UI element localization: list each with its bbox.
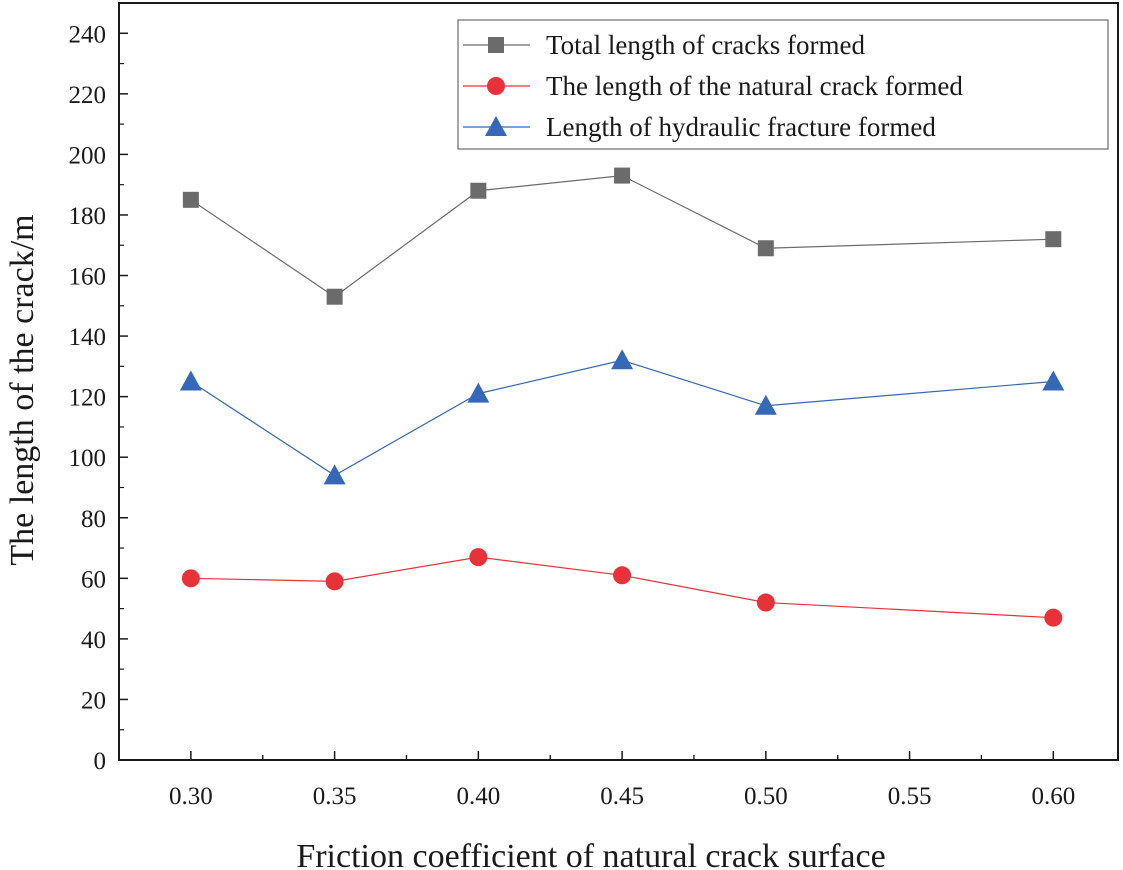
y-tick-label-7: 140 [69, 324, 107, 351]
data-point-2-2 [467, 382, 490, 403]
data-point-0-2 [470, 182, 487, 199]
x-tick-label-4: 0.50 [744, 783, 788, 810]
axis-ticks: 0 20 40 60 80 100 120 140 160 180 200 220 240 0.30 0.3… [69, 21, 1076, 810]
data-series [179, 167, 1065, 627]
legend: Total length of cracks formed The length… [457, 19, 1109, 150]
data-point-0-1 [326, 288, 343, 305]
y-tick-label-5: 100 [69, 445, 107, 472]
legend-label-total: Total length of cracks formed [546, 30, 865, 60]
data-point-1-1 [325, 572, 344, 591]
series-0 [182, 167, 1062, 305]
data-point-2-5 [1042, 370, 1065, 391]
data-point-0-4 [757, 240, 774, 257]
data-point-1-4 [756, 593, 775, 612]
plot-frame [118, 2, 1119, 761]
legend-marker-natural [487, 77, 505, 95]
series-line-0 [190, 174, 1054, 298]
x-axis-title: Friction coefficient of natural crack su… [296, 838, 885, 870]
y-tick-label-8: 160 [69, 264, 107, 291]
y-tick-label-12: 240 [69, 21, 107, 48]
y-tick-label-10: 200 [69, 142, 107, 169]
x-tick-label-3: 0.45 [600, 783, 644, 810]
y-tick-label-2: 40 [81, 627, 106, 654]
x-tick-label-6: 0.60 [1031, 783, 1075, 810]
x-tick-label-2: 0.40 [456, 783, 500, 810]
series-1 [181, 548, 1063, 627]
y-tick-label-11: 220 [69, 82, 107, 109]
y-tick-label-3: 60 [81, 566, 106, 593]
y-tick-label-0: 0 [94, 748, 107, 775]
legend-box [457, 19, 1109, 150]
series-line-1 [190, 556, 1054, 619]
x-tick-label-5: 0.55 [888, 783, 932, 810]
y-tick-label-1: 20 [81, 687, 106, 714]
y-axis-title: The length of the crack/m [4, 214, 41, 565]
legend-label-natural: The length of the natural crack formed [546, 71, 963, 101]
data-point-0-5 [1045, 231, 1062, 248]
legend-label-hydraulic: Length of hydraulic fracture formed [546, 112, 936, 142]
data-point-2-0 [179, 370, 202, 391]
x-tick-label-1: 0.35 [313, 783, 357, 810]
y-tick-label-9: 180 [69, 203, 107, 230]
y-tick-label-4: 80 [81, 506, 106, 533]
series-line-2 [190, 359, 1054, 477]
y-tick-label-6: 120 [69, 385, 107, 412]
series-2 [179, 349, 1065, 485]
data-point-2-3 [611, 349, 634, 370]
data-point-1-2 [469, 548, 488, 567]
x-tick-label-0: 0.30 [169, 783, 213, 810]
data-point-0-0 [182, 191, 199, 208]
data-point-2-1 [323, 464, 346, 485]
legend-marker-hydraulic [485, 116, 507, 136]
legend-marker-total [488, 37, 504, 53]
data-point-1-3 [613, 566, 632, 585]
data-point-1-0 [181, 569, 200, 588]
data-point-1-5 [1044, 608, 1063, 627]
data-point-2-4 [754, 394, 777, 415]
data-point-0-3 [614, 167, 631, 184]
